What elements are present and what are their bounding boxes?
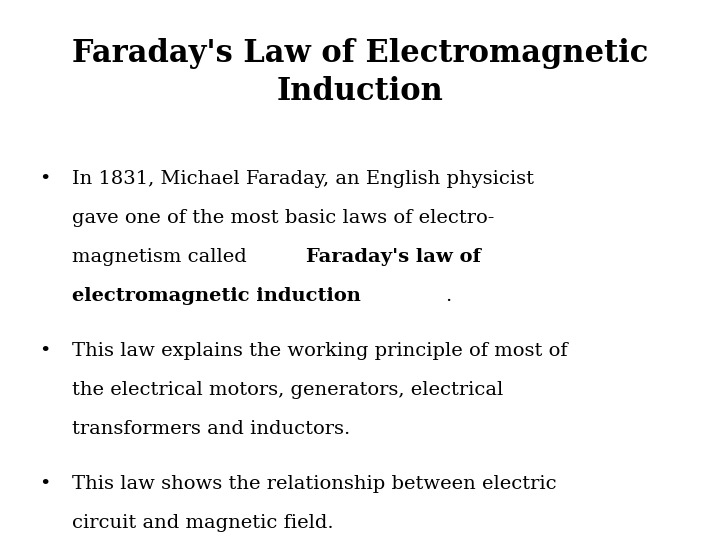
Text: Faraday's Law of Electromagnetic
Induction: Faraday's Law of Electromagnetic Inducti… — [72, 38, 648, 107]
Text: circuit and magnetic field.: circuit and magnetic field. — [72, 514, 333, 531]
Text: This law shows the relationship between electric: This law shows the relationship between … — [72, 475, 557, 492]
Text: •: • — [40, 475, 51, 492]
Text: the electrical motors, generators, electrical: the electrical motors, generators, elect… — [72, 381, 503, 399]
Text: transformers and inductors.: transformers and inductors. — [72, 420, 350, 437]
Text: gave one of the most basic laws of electro-: gave one of the most basic laws of elect… — [72, 209, 495, 227]
Text: Faraday's law of: Faraday's law of — [305, 248, 480, 266]
Text: In 1831, Michael Faraday, an English physicist: In 1831, Michael Faraday, an English phy… — [72, 170, 534, 188]
Text: •: • — [40, 170, 51, 188]
Text: magnetism called: magnetism called — [72, 248, 253, 266]
Text: This law explains the working principle of most of: This law explains the working principle … — [72, 342, 567, 360]
Text: .: . — [445, 287, 451, 305]
Text: electromagnetic induction: electromagnetic induction — [72, 287, 361, 305]
Text: •: • — [40, 342, 51, 360]
